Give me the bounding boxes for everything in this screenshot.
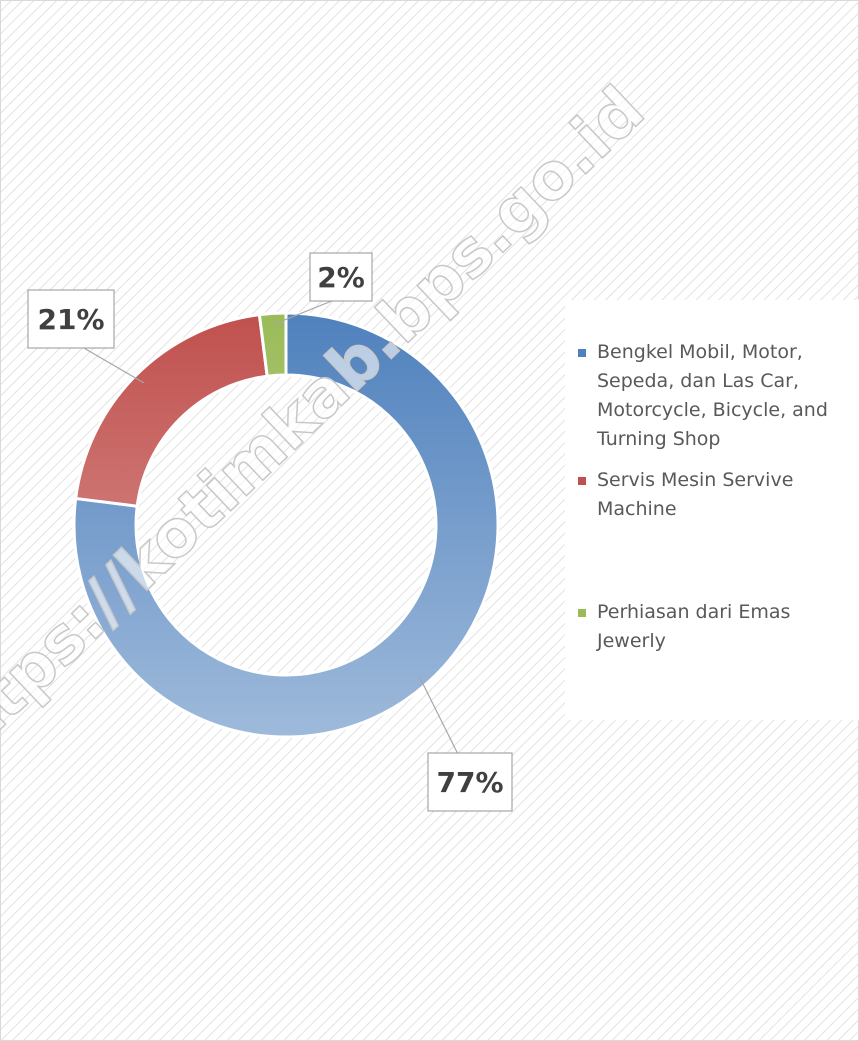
legend-marker bbox=[578, 477, 586, 485]
legend-area bbox=[565, 300, 859, 720]
label-box bbox=[27, 289, 115, 349]
leader-line bbox=[418, 675, 458, 754]
donut bbox=[72, 311, 500, 739]
data-label: 2% bbox=[317, 261, 365, 294]
donut-slice bbox=[257, 311, 288, 378]
data-label: 77% bbox=[436, 766, 503, 799]
label-box bbox=[427, 752, 513, 812]
label-box bbox=[309, 252, 373, 302]
leader-line bbox=[273, 300, 332, 325]
legend-marker bbox=[578, 609, 586, 617]
legend-label: Bengkel Mobil, Motor, Sepeda, dan Las Ca… bbox=[597, 341, 828, 450]
data-label: 21% bbox=[37, 303, 104, 336]
legend-label: Servis Mesin Servive Machine bbox=[597, 469, 794, 520]
data-labels: 77% 21% 2% bbox=[27, 252, 513, 812]
donut-slice bbox=[72, 311, 500, 739]
legend-label: Perhiasan dari Emas Jewerly bbox=[597, 601, 791, 652]
leader-line bbox=[83, 347, 145, 384]
legend-marker bbox=[578, 349, 586, 357]
